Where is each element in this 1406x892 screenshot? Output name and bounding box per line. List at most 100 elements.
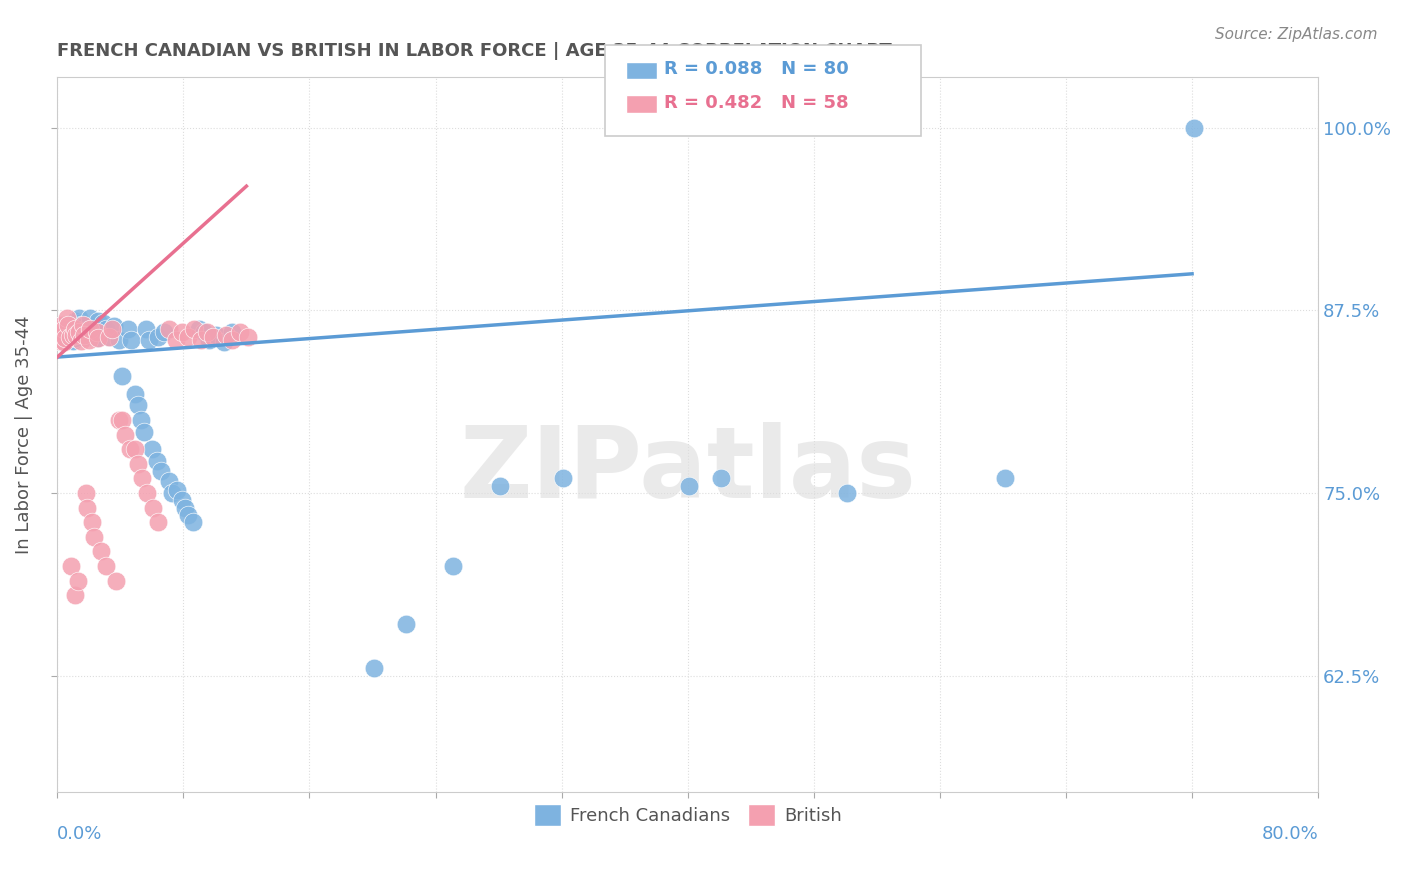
Point	[195, 325, 218, 339]
Point	[127, 457, 149, 471]
Point	[51, 328, 73, 343]
Point	[236, 329, 259, 343]
Text: R = 0.482   N = 58: R = 0.482 N = 58	[664, 94, 848, 112]
Point	[66, 574, 89, 588]
Point	[48, 322, 70, 336]
Point	[76, 329, 98, 343]
Point	[197, 333, 219, 347]
Point	[394, 617, 416, 632]
Point	[146, 515, 169, 529]
Point	[124, 442, 146, 456]
Point	[75, 325, 97, 339]
Point	[138, 333, 160, 347]
Point	[98, 329, 121, 343]
Point	[127, 398, 149, 412]
Point	[49, 319, 72, 334]
Text: R = 0.088   N = 80: R = 0.088 N = 80	[664, 60, 848, 78]
Point	[83, 530, 105, 544]
Point	[174, 500, 197, 515]
Point	[63, 588, 86, 602]
Point	[86, 331, 108, 345]
Point	[678, 478, 700, 492]
Point	[52, 322, 75, 336]
Point	[63, 322, 86, 336]
Point	[101, 322, 124, 336]
Point	[96, 322, 118, 336]
Point	[1182, 120, 1205, 135]
Point	[181, 515, 204, 529]
Point	[79, 322, 101, 336]
Point	[157, 322, 180, 336]
Point	[710, 471, 733, 485]
Point	[58, 318, 80, 332]
Point	[76, 500, 98, 515]
Point	[114, 427, 136, 442]
Point	[177, 508, 200, 522]
Point	[229, 325, 252, 339]
Point	[55, 321, 77, 335]
Point	[183, 322, 205, 336]
Point	[73, 328, 96, 343]
Point	[103, 319, 125, 334]
Point	[166, 483, 188, 497]
Point	[177, 329, 200, 343]
Point	[52, 335, 75, 350]
Point	[129, 413, 152, 427]
Point	[51, 325, 73, 339]
Point	[51, 318, 73, 332]
Point	[221, 325, 243, 339]
Point	[221, 333, 243, 347]
Point	[132, 425, 155, 439]
Text: FRENCH CANADIAN VS BRITISH IN LABOR FORCE | AGE 35-44 CORRELATION CHART: FRENCH CANADIAN VS BRITISH IN LABOR FORC…	[58, 42, 891, 60]
Point	[107, 413, 129, 427]
Point	[150, 464, 173, 478]
Point	[49, 325, 72, 339]
Point	[51, 335, 73, 350]
Point	[96, 559, 118, 574]
Point	[80, 322, 103, 336]
Point	[205, 328, 228, 343]
Point	[48, 322, 70, 336]
Point	[65, 328, 87, 343]
Point	[60, 559, 83, 574]
Point	[142, 500, 165, 515]
Point	[91, 317, 114, 331]
Point	[66, 322, 89, 336]
Point	[49, 328, 72, 343]
Point	[52, 331, 75, 345]
Point	[62, 328, 84, 343]
Point	[107, 333, 129, 347]
Point	[111, 413, 134, 427]
Point	[70, 334, 93, 348]
Point	[87, 313, 110, 327]
Point	[77, 333, 100, 347]
Point	[441, 559, 464, 574]
Point	[111, 369, 134, 384]
Legend: French Canadians, British: French Canadians, British	[526, 797, 849, 833]
Point	[90, 544, 112, 558]
Point	[65, 317, 87, 331]
Point	[120, 333, 142, 347]
Point	[59, 333, 82, 347]
Point	[170, 325, 193, 339]
Point	[48, 329, 70, 343]
Point	[59, 322, 82, 336]
Point	[73, 319, 96, 334]
Point	[188, 322, 211, 336]
Point	[53, 326, 76, 341]
Text: ZIPatlas: ZIPatlas	[460, 422, 917, 519]
Point	[53, 331, 76, 345]
Point	[117, 322, 139, 336]
Point	[80, 515, 103, 529]
Point	[63, 313, 86, 327]
Point	[98, 329, 121, 343]
Point	[86, 325, 108, 339]
Point	[49, 333, 72, 347]
Point	[70, 318, 93, 332]
Point	[170, 493, 193, 508]
Point	[87, 331, 110, 345]
Point	[60, 321, 83, 335]
Point	[214, 335, 236, 350]
Point	[118, 442, 141, 456]
Point	[193, 325, 215, 339]
